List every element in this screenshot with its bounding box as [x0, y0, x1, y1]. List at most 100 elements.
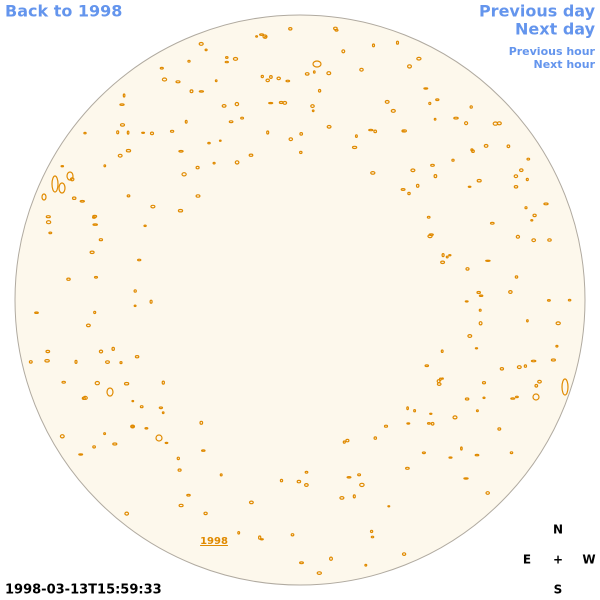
contour: [525, 177, 529, 182]
contour: [198, 41, 204, 46]
contour: [463, 477, 469, 480]
contour: [161, 411, 165, 415]
contour: [390, 108, 396, 113]
contour: [467, 334, 473, 339]
contour: [130, 424, 136, 429]
next-hour-link[interactable]: Next hour: [534, 58, 596, 71]
contour: [103, 432, 107, 436]
contour: [240, 116, 245, 120]
contour: [92, 214, 98, 218]
contour: [474, 453, 480, 457]
contour: [111, 346, 116, 351]
contour: [262, 34, 268, 39]
contour: [430, 163, 435, 167]
contour: [530, 359, 537, 363]
back-link[interactable]: Back to 1998: [5, 2, 122, 21]
contour: [465, 267, 470, 271]
contour: [219, 473, 223, 477]
contour: [469, 105, 473, 109]
next-day-link[interactable]: Next day: [515, 20, 596, 39]
contour: [464, 300, 469, 303]
contour: [176, 456, 180, 461]
contour: [298, 150, 303, 155]
contour: [124, 511, 130, 516]
contour: [395, 40, 400, 45]
disk-year-link[interactable]: 1998: [200, 536, 228, 547]
contour: [475, 409, 479, 413]
contour: [467, 185, 472, 188]
contour: [199, 420, 204, 425]
contour: [201, 449, 206, 452]
contour: [510, 397, 516, 400]
contour: [526, 319, 529, 323]
contour: [483, 143, 489, 148]
contour: [78, 453, 84, 456]
contour: [177, 208, 184, 213]
previous-day-link[interactable]: Previous day: [479, 2, 596, 21]
contour: [177, 468, 182, 472]
contour: [304, 72, 310, 76]
contour: [474, 347, 479, 350]
previous-hour-link[interactable]: Previous hour: [509, 45, 596, 58]
contour: [119, 103, 125, 106]
contour: [464, 397, 470, 401]
contour: [28, 360, 33, 364]
contour: [158, 406, 164, 410]
contour: [92, 445, 96, 449]
contour: [225, 55, 229, 59]
contour: [550, 358, 557, 362]
contour: [478, 308, 482, 312]
contour: [232, 56, 239, 61]
contour: [406, 422, 411, 425]
contour: [269, 74, 273, 79]
contour: [224, 60, 229, 64]
contour: [448, 253, 452, 257]
contour: [265, 78, 271, 83]
contour: [508, 290, 513, 295]
contour: [464, 121, 469, 126]
contour: [436, 379, 441, 384]
contour: [518, 168, 524, 173]
contour: [316, 571, 322, 575]
contour: [150, 204, 156, 209]
contour: [207, 141, 211, 145]
contour: [485, 259, 491, 262]
contour: [82, 395, 88, 400]
contour: [83, 131, 87, 135]
contour: [71, 196, 77, 201]
contour: [478, 321, 483, 326]
contour: [288, 137, 294, 142]
contour: [514, 275, 519, 279]
contour: [534, 383, 539, 388]
contour: [218, 139, 222, 142]
contour: [509, 451, 514, 455]
contour: [532, 393, 540, 401]
contour: [326, 124, 332, 129]
contour: [178, 503, 184, 508]
contour: [69, 177, 75, 182]
contour: [368, 128, 374, 132]
contour: [481, 381, 487, 385]
contour: [359, 482, 365, 488]
contour: [45, 220, 52, 225]
contour: [299, 131, 304, 136]
contour: [85, 323, 91, 328]
contour: [134, 355, 140, 359]
contour: [161, 380, 165, 385]
contour: [543, 202, 549, 206]
contour: [342, 440, 346, 444]
contour: [513, 174, 519, 179]
contour: [122, 93, 126, 98]
contour: [186, 493, 191, 497]
contour: [546, 299, 551, 302]
contour: [387, 505, 391, 508]
contour: [296, 479, 302, 484]
contours: [28, 26, 572, 575]
contour: [93, 275, 99, 279]
contour: [373, 129, 378, 134]
contour: [234, 160, 240, 165]
contour: [259, 33, 265, 36]
contour: [416, 56, 422, 61]
contour: [452, 415, 458, 420]
contour: [470, 148, 474, 152]
